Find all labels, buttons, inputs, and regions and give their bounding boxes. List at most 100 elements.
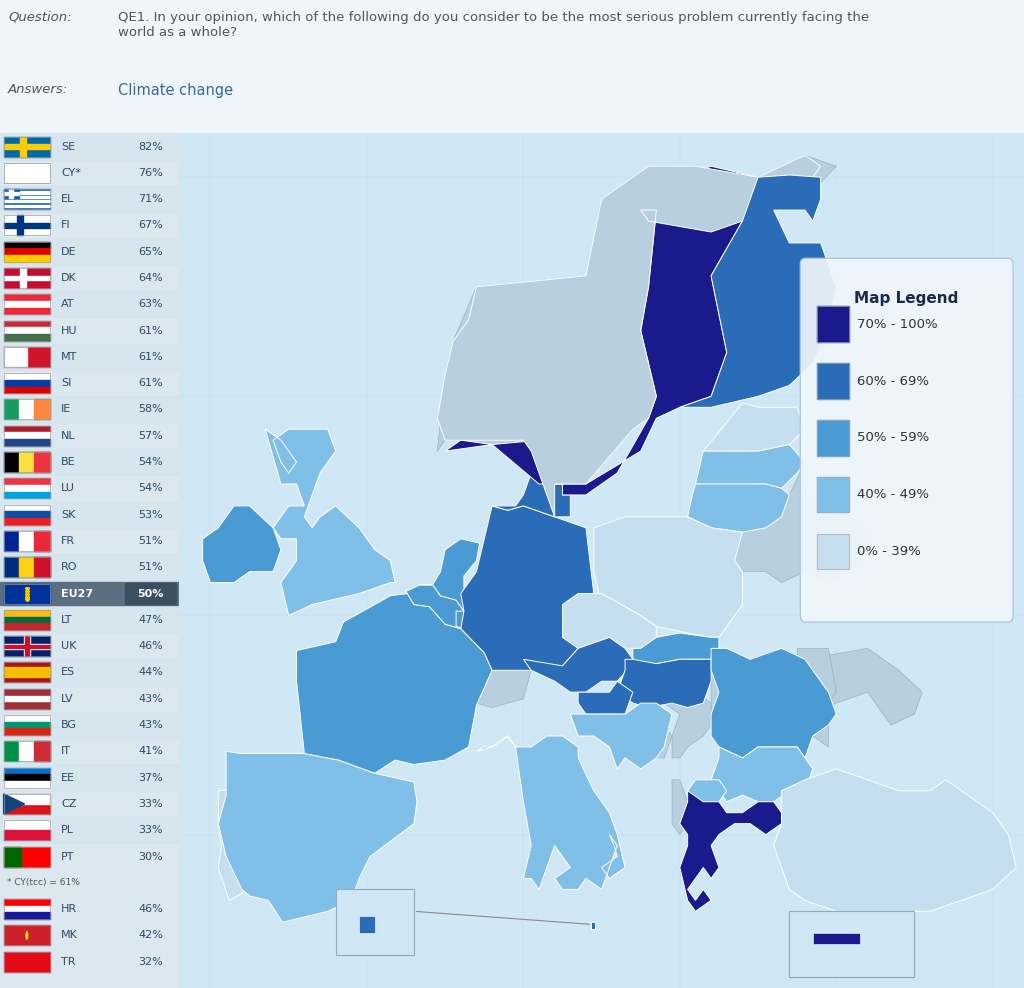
Text: 42%: 42% bbox=[138, 931, 163, 941]
Text: BG: BG bbox=[61, 720, 77, 730]
Bar bbox=[817, 306, 849, 342]
Bar bbox=[3, 163, 50, 183]
Polygon shape bbox=[609, 714, 672, 769]
Polygon shape bbox=[711, 648, 837, 758]
Text: 70% - 100%: 70% - 100% bbox=[857, 317, 937, 331]
Polygon shape bbox=[695, 445, 805, 488]
Bar bbox=[3, 136, 50, 156]
Bar bbox=[3, 201, 50, 203]
Bar bbox=[3, 334, 50, 341]
Bar bbox=[3, 347, 50, 367]
Text: DE: DE bbox=[61, 247, 77, 257]
Bar bbox=[790, 911, 914, 977]
Text: SE: SE bbox=[61, 141, 75, 151]
Bar bbox=[3, 663, 50, 683]
Bar bbox=[3, 307, 50, 314]
Text: LU: LU bbox=[61, 483, 75, 493]
Bar bbox=[3, 794, 50, 814]
Bar bbox=[3, 163, 50, 183]
Bar bbox=[3, 196, 50, 198]
Bar bbox=[817, 364, 849, 398]
Text: LT: LT bbox=[61, 615, 73, 624]
Bar bbox=[3, 768, 50, 787]
Bar bbox=[35, 741, 50, 762]
Bar bbox=[3, 485, 50, 492]
Text: HU: HU bbox=[61, 326, 78, 336]
Polygon shape bbox=[797, 648, 837, 714]
Bar bbox=[0, 396, 179, 423]
Bar bbox=[3, 439, 50, 446]
Bar bbox=[3, 668, 50, 678]
Bar bbox=[3, 478, 50, 485]
Text: 76%: 76% bbox=[138, 168, 163, 178]
Bar bbox=[3, 301, 50, 307]
Polygon shape bbox=[665, 693, 719, 758]
Bar bbox=[16, 215, 24, 235]
Text: 64%: 64% bbox=[138, 273, 163, 283]
Text: DK: DK bbox=[61, 273, 77, 283]
Bar bbox=[3, 663, 50, 683]
Text: 33%: 33% bbox=[138, 799, 163, 809]
Text: MK: MK bbox=[61, 931, 78, 941]
Polygon shape bbox=[594, 517, 742, 637]
Bar bbox=[3, 636, 50, 656]
Bar bbox=[3, 268, 50, 288]
Bar bbox=[3, 327, 50, 334]
Text: 47%: 47% bbox=[138, 615, 163, 624]
Text: CY*: CY* bbox=[61, 168, 81, 178]
Text: 43%: 43% bbox=[138, 694, 163, 703]
Text: EU27: EU27 bbox=[61, 589, 93, 599]
Text: 65%: 65% bbox=[138, 247, 163, 257]
Polygon shape bbox=[407, 585, 464, 628]
Polygon shape bbox=[617, 659, 711, 707]
Bar bbox=[3, 951, 50, 971]
Text: Answers:: Answers: bbox=[8, 83, 69, 96]
Bar bbox=[3, 741, 50, 762]
Bar bbox=[3, 715, 50, 735]
Bar bbox=[0, 449, 179, 475]
Bar bbox=[3, 321, 50, 327]
Text: 32%: 32% bbox=[138, 956, 163, 966]
Text: UK: UK bbox=[61, 641, 77, 651]
Bar bbox=[0, 502, 179, 528]
Text: 60% - 69%: 60% - 69% bbox=[857, 374, 929, 387]
Polygon shape bbox=[218, 788, 265, 900]
Text: EL: EL bbox=[61, 194, 74, 205]
Bar bbox=[0, 238, 179, 265]
Text: IT: IT bbox=[61, 746, 71, 757]
Bar bbox=[0, 186, 179, 212]
Bar bbox=[817, 477, 849, 513]
Bar bbox=[3, 689, 50, 708]
Bar bbox=[0, 765, 179, 790]
Bar bbox=[3, 136, 50, 156]
Text: 37%: 37% bbox=[138, 773, 163, 782]
Bar bbox=[3, 223, 50, 228]
Polygon shape bbox=[456, 612, 469, 628]
Text: 46%: 46% bbox=[138, 904, 163, 914]
Bar bbox=[3, 794, 50, 804]
Bar bbox=[3, 294, 50, 301]
Bar bbox=[19, 557, 35, 577]
Text: RO: RO bbox=[61, 562, 78, 572]
Bar bbox=[3, 741, 50, 762]
Polygon shape bbox=[774, 769, 1016, 911]
Text: FI: FI bbox=[61, 220, 71, 230]
Bar bbox=[3, 193, 19, 195]
Text: BE: BE bbox=[61, 457, 76, 467]
Polygon shape bbox=[633, 633, 719, 664]
Bar bbox=[3, 347, 50, 367]
Text: QE1. In your opinion, which of the following do you consider to be the most seri: QE1. In your opinion, which of the follo… bbox=[118, 11, 869, 39]
Bar bbox=[3, 478, 50, 498]
Bar bbox=[3, 689, 50, 708]
Bar bbox=[3, 505, 50, 512]
Polygon shape bbox=[203, 506, 281, 583]
Polygon shape bbox=[672, 780, 688, 835]
Bar bbox=[3, 899, 50, 906]
Bar bbox=[3, 643, 50, 649]
Text: 61%: 61% bbox=[138, 326, 163, 336]
Text: AT: AT bbox=[61, 299, 75, 309]
Polygon shape bbox=[218, 751, 417, 922]
Bar bbox=[3, 242, 50, 262]
Polygon shape bbox=[703, 403, 805, 452]
Bar bbox=[336, 889, 414, 955]
